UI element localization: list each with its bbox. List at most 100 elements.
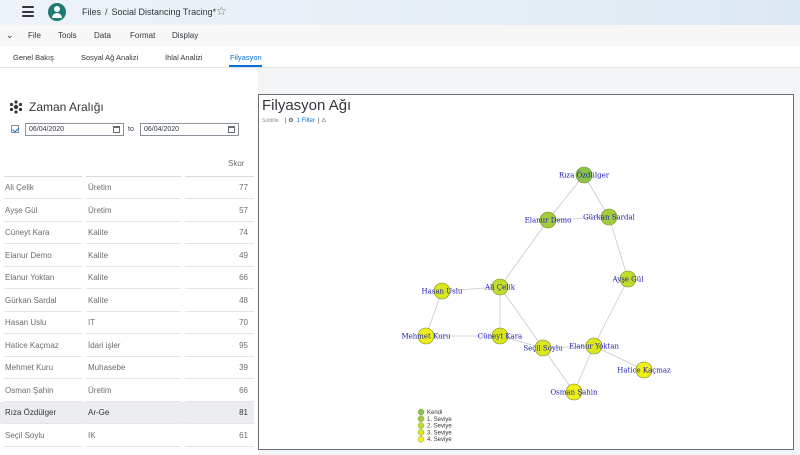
table-row[interactable]: Seçil Soylu IK 61 — [0, 425, 254, 447]
row-divider — [185, 265, 254, 267]
person-department: Ar-Ge — [88, 408, 110, 417]
person-score: 48 — [239, 295, 248, 305]
node-label: Elanur Demo — [525, 217, 572, 225]
network-node[interactable] — [565, 383, 583, 401]
person-department: Üretim — [88, 385, 112, 395]
row-divider — [185, 355, 254, 357]
person-department: Muhasebe — [88, 363, 126, 372]
person-score: 70 — [239, 318, 248, 327]
date-to-input[interactable]: 06/04/2020 — [140, 123, 239, 136]
person-name: Osman Şahin — [5, 385, 54, 395]
network-edge — [542, 347, 575, 393]
row-divider — [4, 445, 82, 447]
date-from-value: 06/04/2020 — [29, 126, 65, 133]
breadcrumb-files[interactable]: Files — [82, 7, 102, 17]
date-range-icon — [9, 100, 23, 114]
person-name: Seçil Soylu — [5, 430, 45, 440]
row-divider — [185, 400, 254, 402]
tab-filyasyon[interactable]: Filyasyon — [230, 53, 262, 62]
date-to-label: to — [128, 126, 134, 133]
menu-file[interactable]: File — [28, 31, 41, 40]
person-score: 81 — [239, 408, 248, 417]
network-node[interactable] — [635, 361, 653, 379]
row-divider — [185, 445, 254, 447]
calendar-icon[interactable] — [113, 126, 120, 133]
table-row[interactable]: Hatice Kaçmaz İdari işler 95 — [0, 335, 254, 357]
menu-format[interactable]: Format — [130, 31, 156, 40]
network-edge — [542, 345, 595, 349]
tab-ihlal-analizi[interactable]: İhlal Analizi — [165, 53, 203, 62]
network-edge — [608, 216, 629, 280]
date-from-input[interactable]: 06/04/2020 — [25, 123, 124, 136]
row-divider — [4, 378, 82, 379]
legend-label: 3. Seviye — [427, 430, 452, 436]
row-divider — [4, 243, 82, 244]
row-divider — [4, 288, 82, 289]
filter-count-link[interactable]: 1 Filter — [296, 118, 315, 124]
row-divider — [4, 198, 82, 199]
network-node[interactable] — [539, 211, 557, 229]
menu-tools[interactable]: Tools — [58, 31, 77, 40]
network-node[interactable] — [491, 327, 509, 345]
menubar: ⌄ File Tools Data Format Display — [0, 25, 800, 46]
network-node[interactable] — [575, 166, 593, 184]
person-score: 74 — [239, 228, 248, 237]
menu-data[interactable]: Data — [94, 31, 111, 40]
network-node[interactable] — [534, 339, 552, 357]
table-row[interactable]: Ayşe Gül Üretim 57 — [0, 200, 254, 222]
legend-label: 2. Seviye — [427, 424, 452, 430]
row-divider — [4, 220, 82, 222]
date-range-checkbox[interactable] — [11, 125, 19, 133]
row-divider — [185, 378, 254, 379]
person-score: 66 — [239, 273, 248, 282]
person-name: Hatice Kaçmaz — [5, 340, 59, 350]
header-divider — [185, 176, 254, 177]
table-row[interactable]: Elanur Yoktan Kalite 66 — [0, 267, 254, 289]
network-node[interactable] — [585, 337, 603, 355]
network-node[interactable] — [600, 208, 618, 226]
star-icon[interactable]: ☆ — [216, 4, 227, 18]
tab-genel-bakis[interactable]: Genel Bakış — [13, 53, 54, 62]
tab-sosyal-ag-analizi[interactable]: Sosyal Ağ Analizi — [81, 53, 139, 62]
filyasyon-chart-panel[interactable]: Filyasyon Ağı Subtitle | ⚙ 1 Filter | ⚠ Rı… — [258, 94, 794, 450]
user-avatar-icon[interactable] — [48, 3, 66, 21]
person-name: Mehmet Kuru — [5, 363, 54, 372]
legend-swatch — [417, 415, 425, 422]
row-divider — [4, 355, 82, 357]
table-row[interactable]: Mehmet Kuru Muhasebe 39 — [0, 357, 254, 379]
calendar-icon[interactable] — [228, 126, 235, 133]
row-divider — [4, 310, 82, 312]
filter-icon[interactable]: | ⚙ — [285, 118, 294, 124]
person-name: Hasan Uslu — [5, 318, 47, 327]
menu-display[interactable]: Display — [172, 31, 199, 40]
network-node[interactable] — [417, 327, 435, 345]
legend-swatch — [417, 408, 425, 416]
row-divider — [86, 400, 181, 402]
collapse-chevron-icon[interactable]: ⌄ — [6, 30, 14, 40]
row-divider — [4, 265, 82, 267]
table-row[interactable]: Hasan Uslu IT 70 — [0, 312, 254, 334]
person-department: Kalite — [88, 295, 109, 305]
table-row[interactable]: Elanur Demo Kalite 49 — [0, 245, 254, 267]
table-row[interactable]: Rıza Özdülger Ar-Ge 81 — [0, 402, 254, 424]
row-divider — [185, 220, 254, 222]
table-row[interactable]: Gürkan Sardal Kalite 48 — [0, 290, 254, 312]
network-node[interactable] — [433, 282, 451, 300]
person-department: Üretim — [88, 183, 112, 192]
person-department: IT — [88, 318, 96, 327]
header-divider — [4, 176, 82, 177]
network-node[interactable] — [619, 270, 637, 288]
legend-label: 1. Seviye — [427, 417, 452, 423]
network-node[interactable] — [491, 278, 509, 296]
hamburger-menu-icon[interactable] — [22, 6, 34, 18]
table-row[interactable]: Osman Şahin Üretim 66 — [0, 380, 254, 402]
person-name: Ayşe Gül — [5, 205, 38, 215]
score-column-header[interactable]: Skor — [228, 159, 245, 168]
person-department: Üretim — [88, 205, 112, 215]
person-name: Elanur Demo — [5, 250, 52, 260]
table-row[interactable]: Cüneyt Kara Kalite 74 — [0, 222, 254, 244]
row-divider — [185, 310, 254, 312]
warning-icon[interactable]: | ⚠ — [317, 118, 327, 124]
table-row[interactable]: Ali Çelik Üretim 77 — [0, 177, 254, 199]
row-divider — [86, 288, 181, 289]
